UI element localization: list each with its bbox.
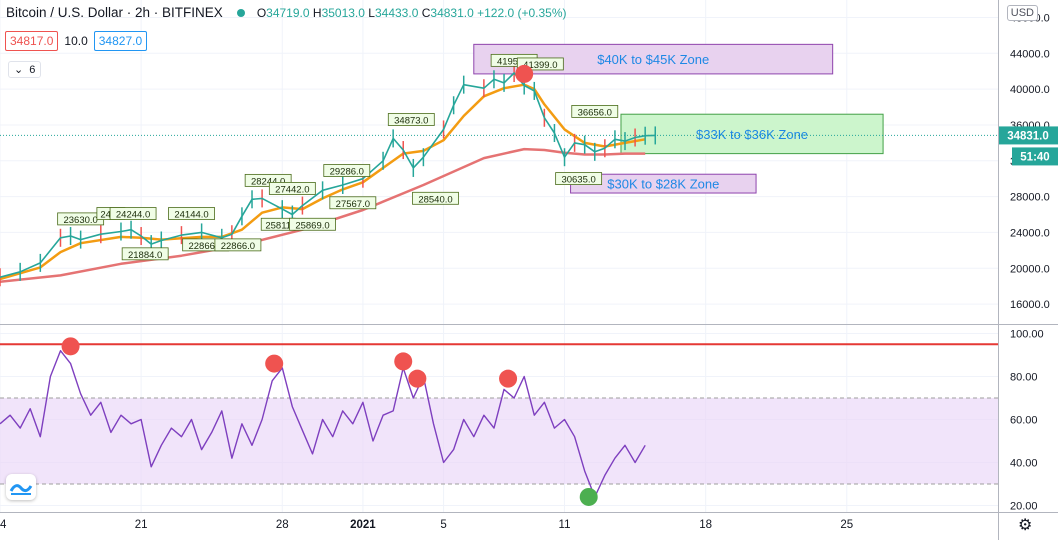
rsi-tick-label: 20.00 xyxy=(1010,501,1038,513)
symbol-title[interactable]: Bitcoin / U.S. Dollar · 2h · BITFINEX xyxy=(6,5,223,20)
rsi-tick-label: 100.00 xyxy=(1010,328,1044,340)
pivot-label-box xyxy=(168,207,215,220)
spread-value: 10.0 xyxy=(64,34,88,48)
pivot-label-box xyxy=(555,172,603,185)
time-tick-label: 28 xyxy=(276,519,289,531)
rsi-marker-dot xyxy=(265,354,284,373)
indicator-count: 6 xyxy=(29,63,36,76)
time-tick-label: 5 xyxy=(440,519,446,531)
time-tick-label: 21 xyxy=(135,519,148,531)
pivot-label-box xyxy=(329,196,377,210)
time-tick-label: 2021 xyxy=(350,519,376,531)
last-price-tag-bg xyxy=(999,126,1058,145)
rsi-tick-label: 80.00 xyxy=(1010,371,1038,383)
settings-gear-icon[interactable]: ⚙ xyxy=(1018,517,1033,534)
pivot-label-box xyxy=(387,113,435,126)
price-tick-label: 20000.0 xyxy=(1010,263,1050,275)
pivot-label-box xyxy=(214,238,262,252)
price-tick-label: 28000.0 xyxy=(1010,192,1050,204)
time-tick-label: 25 xyxy=(840,519,853,531)
pivot-label-box xyxy=(121,247,169,261)
last-price-tag: 34831.0 xyxy=(1007,130,1049,142)
rsi-tick-label: 60.00 xyxy=(1010,415,1038,427)
pivot-label: 28540.0 xyxy=(418,194,452,205)
pivot-label: 23630.0 xyxy=(63,215,97,226)
pivot-label: 24144.0 xyxy=(174,210,208,221)
pivot-label-box xyxy=(109,207,157,220)
rsi-marker-dot xyxy=(579,487,598,506)
pivot-label-box xyxy=(412,191,459,205)
pivot-label: 29286.0 xyxy=(330,167,364,178)
price-tick-label: 16000.0 xyxy=(1010,299,1050,311)
pivot-label: 25811 xyxy=(265,220,291,231)
pivot-label-box xyxy=(571,105,619,118)
chart-header: Bitcoin / U.S. Dollar · 2h · BITFINEX O3… xyxy=(6,5,567,20)
countdown-tag-bg xyxy=(1012,147,1058,166)
time-tick-label: 14 xyxy=(0,519,7,531)
pivot-label: 24244.0 xyxy=(116,210,150,221)
buy-price-button[interactable]: 34827.0 xyxy=(93,31,148,51)
quote-box: 34817.0 10.0 34827.0 xyxy=(5,31,148,51)
pivot-label-box xyxy=(268,182,316,195)
rsi-marker-dot xyxy=(61,337,80,356)
tradingview-logo-icon[interactable] xyxy=(6,474,36,500)
price-tick-label: 40000.0 xyxy=(1010,84,1050,96)
zone-label-2: $30K to $28K Zone xyxy=(607,177,719,192)
currency-button[interactable]: USD xyxy=(1006,5,1038,21)
pivot-label: 36656.0 xyxy=(578,107,612,118)
pivot-label: 25869.0 xyxy=(295,220,329,231)
indicators-collapse-button[interactable]: ⌄ 6 xyxy=(8,61,42,78)
sell-price-button[interactable]: 34817.0 xyxy=(5,31,59,51)
pivot-label: 34873.0 xyxy=(394,115,428,126)
chevron-down-icon: ⌄ xyxy=(14,64,24,76)
price-tick-label: 44000.0 xyxy=(1010,48,1050,60)
ohlc-readout: O34719.0 H35013.0 L34433.0 C34831.0 +122… xyxy=(256,5,567,20)
pivot-label-box xyxy=(323,164,371,177)
time-tick-label: 11 xyxy=(559,519,571,531)
rsi-marker-dot xyxy=(394,352,413,371)
pivot-label: 22866.0 xyxy=(221,241,255,252)
price-line xyxy=(0,72,656,278)
rsi-line xyxy=(0,350,646,498)
rsi-tick-label: 40.00 xyxy=(1010,458,1038,470)
price-tick-label: 24000.0 xyxy=(1010,227,1050,239)
pivot-label: 28244.0 xyxy=(251,176,285,187)
pivot-label: 41950.0 xyxy=(497,56,531,67)
rsi-marker-dot xyxy=(408,369,427,388)
pivot-label: 27442.0 xyxy=(275,184,309,195)
pivot-label: 27567.0 xyxy=(336,199,370,210)
rsi-band xyxy=(0,397,998,485)
zone-label-1: $33K to $36K Zone xyxy=(696,127,808,142)
market-status-dot-icon xyxy=(236,8,245,17)
pivot-label: 22866.0 xyxy=(188,241,222,252)
price-marker-dot xyxy=(515,64,534,83)
zone-label-0: $40K to $45K Zone xyxy=(597,52,709,67)
countdown-tag: 51:40 xyxy=(1020,151,1049,163)
pivot-label: 30635.0 xyxy=(561,175,595,186)
time-tick-label: 18 xyxy=(699,519,712,531)
pivot-label-box xyxy=(289,217,336,231)
zone-box-1 xyxy=(620,113,884,155)
pivot-label: 41399.0 xyxy=(523,60,557,71)
rsi-marker-dot xyxy=(499,369,518,388)
pivot-label: 21884.0 xyxy=(128,250,162,261)
